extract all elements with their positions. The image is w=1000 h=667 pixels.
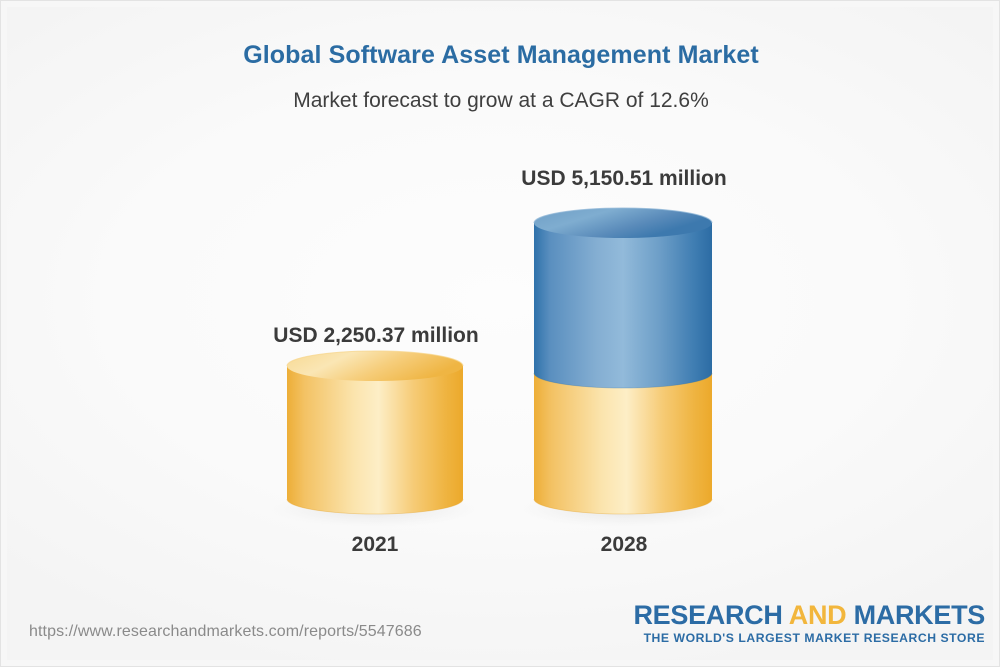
value-label-2028: USD 5,150.51 million <box>521 167 727 190</box>
value-label-2021: USD 2,250.37 million <box>273 324 479 347</box>
chart-subtitle: Market forecast to grow at a CAGR of 12.… <box>293 89 709 112</box>
category-label-2028: 2028 <box>600 533 648 556</box>
brand-wordmark: RESEARCH AND MARKETS <box>633 601 985 629</box>
brand-tagline: THE WORLD'S LARGEST MARKET RESEARCH STOR… <box>643 631 985 646</box>
brand-and-text: AND <box>788 600 847 630</box>
chart-title: Global Software Asset Management Market <box>243 41 759 69</box>
plot-area: USD 2,250.37 million USD 5,150.51 millio… <box>1 1 999 601</box>
brand-markets-text: MARKETS <box>846 600 986 630</box>
cylinder-2021 <box>271 350 479 527</box>
cylinder-2028 <box>518 207 728 527</box>
cylinder-graphics <box>271 207 728 527</box>
brand-logo: RESEARCH AND MARKETS THE WORLD'S LARGEST… <box>633 601 985 646</box>
source-url[interactable]: https://www.researchandmarkets.com/repor… <box>29 623 422 640</box>
brand-research-text: RESEARCH <box>633 600 789 630</box>
category-label-2021: 2021 <box>351 533 399 556</box>
